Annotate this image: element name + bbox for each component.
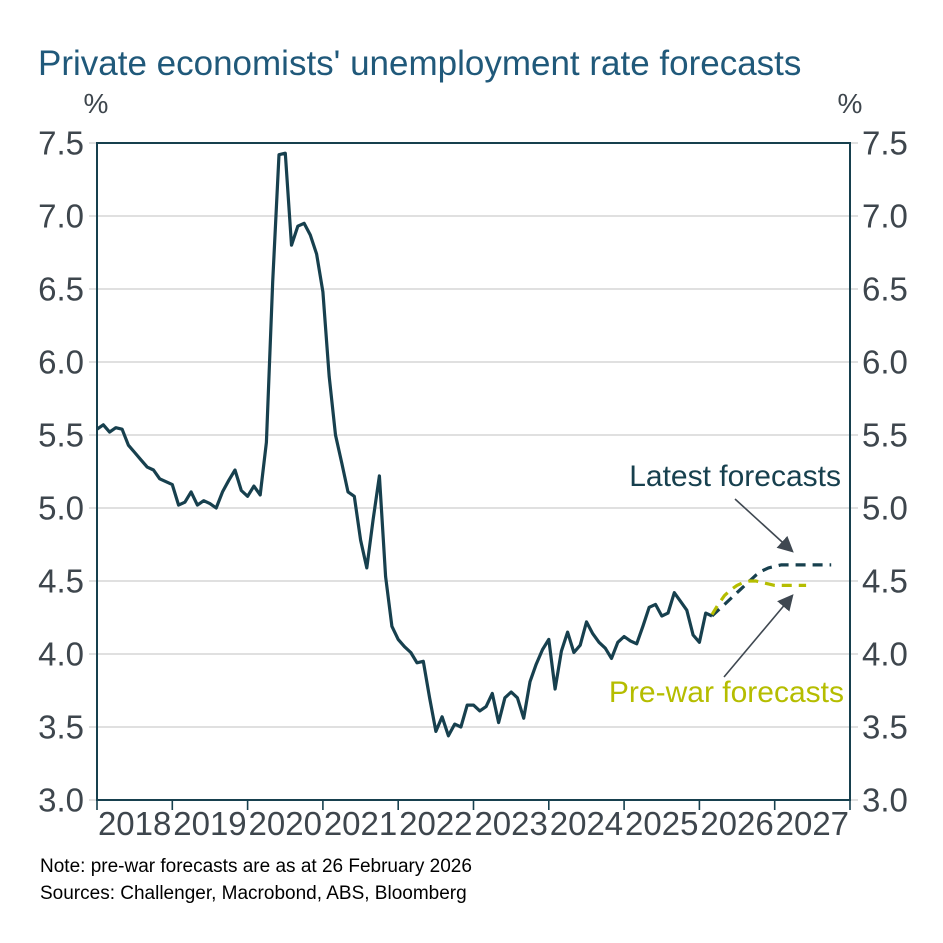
y-tick-label-left-7.5: 7.5	[38, 125, 84, 162]
y-tick-label-left-6.5: 6.5	[38, 271, 84, 308]
x-tick-label-2022: 2022	[399, 805, 472, 842]
x-tick-label-2018: 2018	[98, 805, 171, 842]
y-tick-label-right-5.0: 5.0	[862, 490, 908, 527]
x-tick-label-2027: 2027	[776, 805, 849, 842]
footnote-block: Note: pre-war forecasts are as at 26 Feb…	[40, 853, 472, 907]
x-tick-label-2026: 2026	[700, 805, 773, 842]
x-tick-label-2024: 2024	[550, 805, 623, 842]
x-tick-label-2025: 2025	[625, 805, 698, 842]
y-tick-label-left-7.0: 7.0	[38, 198, 84, 235]
pre-war-forecasts-label: Pre-war forecasts	[608, 676, 844, 709]
y-tick-label-right-7.5: 7.5	[862, 125, 908, 162]
latest-forecasts-label: Latest forecasts	[629, 460, 841, 493]
series-history	[96, 151, 713, 738]
x-tick-label-2021: 2021	[324, 805, 397, 842]
y-tick-label-left-5.5: 5.5	[38, 417, 84, 454]
y-tick-label-right-3.5: 3.5	[862, 709, 908, 746]
x-tick-label-2023: 2023	[474, 805, 547, 842]
latest-forecasts-arrow	[734, 498, 794, 553]
y-tick-label-left-3.5: 3.5	[38, 709, 84, 746]
y-tick-label-right-3.0: 3.0	[862, 782, 908, 819]
y-tick-label-right-6.0: 6.0	[862, 344, 908, 381]
page-title: Private economists' unemployment rate fo…	[38, 44, 802, 83]
pre-war-forecasts-arrow	[723, 594, 794, 678]
y-tick-label-left-5.0: 5.0	[38, 490, 84, 527]
footnote-sources: Sources: Challenger, Macrobond, ABS, Blo…	[40, 883, 467, 904]
x-tick-label-2020: 2020	[249, 805, 322, 842]
y-tick-label-left-4.0: 4.0	[38, 636, 84, 673]
axis-label-layer: 3.0 3.0 3.5 3.5 4.0 4.0 4.5 4.5 5.0 5.0 5.5 5.5 6.0 6…	[38, 125, 908, 843]
y-tick-label-left-6.0: 6.0	[38, 344, 84, 381]
y-axis-unit-right: %	[837, 88, 863, 119]
x-tick-label-2019: 2019	[173, 805, 246, 842]
y-axis-unit-left: %	[83, 88, 109, 119]
y-tick-label-left-4.5: 4.5	[38, 563, 84, 600]
x-tick-layer	[96, 800, 851, 810]
series-latest_forecasts	[710, 563, 832, 618]
series-layer	[96, 151, 832, 738]
plot-border	[96, 142, 851, 801]
y-tick-label-left-3.0: 3.0	[38, 782, 84, 819]
y-tick-label-right-6.5: 6.5	[862, 271, 908, 308]
series-pre_war_forecasts	[710, 579, 807, 616]
y-tick-label-right-4.5: 4.5	[862, 563, 908, 600]
footnote-note: Note: pre-war forecasts are as at 26 Feb…	[40, 856, 472, 877]
y-tick-label-right-5.5: 5.5	[862, 417, 908, 454]
y-tick-label-right-4.0: 4.0	[862, 636, 908, 673]
y-tick-label-right-7.0: 7.0	[862, 198, 908, 235]
